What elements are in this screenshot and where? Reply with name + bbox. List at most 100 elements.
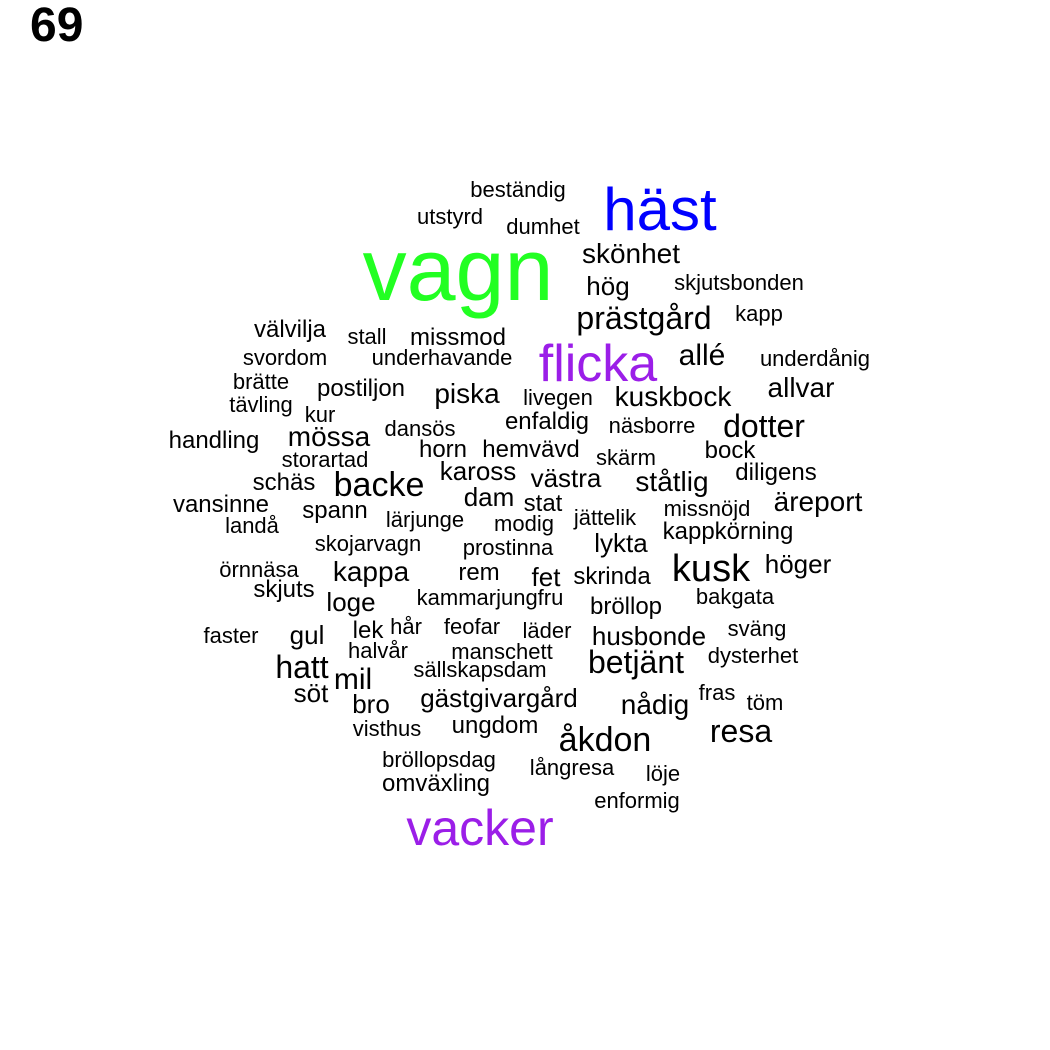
word-näsborre: näsborre <box>608 413 696 438</box>
word-skjuts: skjuts <box>253 576 315 603</box>
word-underhavande: underhavande <box>371 345 513 370</box>
word-hår: hår <box>390 614 422 639</box>
word-manschett: manschett <box>451 639 553 664</box>
word-loge: loge <box>326 587 376 617</box>
word-stat: stat <box>523 490 563 517</box>
word-äreport: äreport <box>773 486 863 517</box>
word-löje: löje <box>645 761 681 786</box>
word-postiljon: postiljon <box>316 375 406 402</box>
word-landå: landå <box>225 513 279 538</box>
word-faster: faster <box>203 623 259 648</box>
word-långresa: långresa <box>529 755 615 780</box>
word-kuskbock: kuskbock <box>614 381 732 412</box>
word-vacker: vacker <box>406 800 554 856</box>
word-söt: söt <box>293 678 329 708</box>
word-halvår: halvår <box>348 638 408 663</box>
word-enformig: enformig <box>594 788 680 813</box>
word-sällskapsdam: sällskapsdam <box>413 657 547 682</box>
word-backe: backe <box>333 466 425 504</box>
word-tävling: tävling <box>229 392 293 417</box>
word-lärjunge: lärjunge <box>385 507 465 532</box>
word-underdånig: underdånig <box>759 346 871 371</box>
word-rem: rem <box>458 559 500 586</box>
word-nådig: nådig <box>620 689 690 720</box>
word-mil: mil <box>333 663 373 696</box>
word-enfaldig: enfaldig <box>504 408 590 435</box>
word-kammarjungfru: kammarjungfru <box>416 585 564 610</box>
word-dansös: dansös <box>384 416 456 441</box>
word-fet: fet <box>531 562 561 592</box>
word-mössa: mössa <box>287 421 371 452</box>
word-töm: töm <box>746 690 784 715</box>
word-utstyrd: utstyrd <box>416 204 484 229</box>
word-jättelik: jättelik <box>573 505 637 530</box>
word-diligens: diligens <box>735 459 817 486</box>
word-stall: stall <box>347 324 387 349</box>
word-piska: piska <box>434 378 500 409</box>
word-skärm: skärm <box>596 445 656 470</box>
word-dysterhet: dysterhet <box>707 643 799 668</box>
word-kur: kur <box>304 402 336 427</box>
word-örnnäsa: örnnäsa <box>219 557 299 582</box>
word-skrinda: skrinda <box>573 563 651 590</box>
word-vansinne: vansinne <box>172 491 270 518</box>
word-flicka: flicka <box>538 335 658 393</box>
word-hög: hög <box>586 271 630 301</box>
word-dumhet: dumhet <box>506 214 580 239</box>
word-bröllop: bröllop <box>589 593 663 620</box>
word-häst: häst <box>603 176 717 243</box>
word-ståtlig: ståtlig <box>635 466 709 497</box>
word-betjänt: betjänt <box>587 644 685 680</box>
word-prästgård: prästgård <box>576 300 712 336</box>
word-dam: dam <box>463 482 515 512</box>
word-husbonde: husbonde <box>591 621 707 651</box>
word-brätte: brätte <box>232 369 290 394</box>
word-skojarvagn: skojarvagn <box>314 531 422 556</box>
word-missnöjd: missnöjd <box>663 496 751 521</box>
word-all-: allé <box>678 339 726 372</box>
word-resa: resa <box>709 713 773 749</box>
word-prostinna: prostinna <box>462 535 554 560</box>
word-beständig: beständig <box>470 177 566 202</box>
word-schäs: schäs <box>252 469 316 496</box>
word-gästgivargård: gästgivargård <box>420 683 578 713</box>
word-spann: spann <box>302 497 368 524</box>
word-bröllopsdag: bröllopsdag <box>382 747 496 772</box>
word-åkdon: åkdon <box>558 721 652 759</box>
word-hemvävd: hemvävd <box>482 436 580 463</box>
word-omväxling: omväxling <box>381 770 491 797</box>
word-kaross: kaross <box>439 456 517 486</box>
word-bakgata: bakgata <box>695 584 775 609</box>
word-storartad: storartad <box>281 447 369 472</box>
word-vagn: vagn <box>362 220 554 319</box>
word-allvar: allvar <box>767 372 835 403</box>
word-horn: horn <box>418 436 468 463</box>
word-gul: gul <box>289 620 325 650</box>
word-västra: västra <box>530 463 602 493</box>
word-dotter: dotter <box>723 408 805 444</box>
word-svordom: svordom <box>242 345 328 370</box>
word-missmod: missmod <box>409 324 507 351</box>
word-hatt: hatt <box>275 649 329 685</box>
word-feofar: feofar <box>443 614 501 639</box>
word-läder: läder <box>522 618 572 643</box>
word-visthus: visthus <box>352 716 422 741</box>
word-kappa: kappa <box>332 556 410 587</box>
word-modig: modig <box>494 511 554 536</box>
word-skjutsbonden: skjutsbonden <box>674 270 804 295</box>
word-bock: bock <box>704 437 756 464</box>
word-välvilja: välvilja <box>253 316 327 343</box>
word-sväng: sväng <box>727 616 787 641</box>
word-kappkörning: kappkörning <box>662 518 794 545</box>
word-fras: fras <box>698 680 736 705</box>
word-livegen: livegen <box>523 385 593 410</box>
word-lykta: lykta <box>594 528 648 558</box>
word-kusk: kusk <box>671 548 751 590</box>
word-bro: bro <box>352 689 390 719</box>
page-number: 69 <box>30 0 84 52</box>
word-skönhet: skönhet <box>581 238 681 269</box>
word-lek: lek <box>352 617 384 644</box>
word-handling: handling <box>168 427 260 454</box>
word-kapp: kapp <box>735 301 783 326</box>
